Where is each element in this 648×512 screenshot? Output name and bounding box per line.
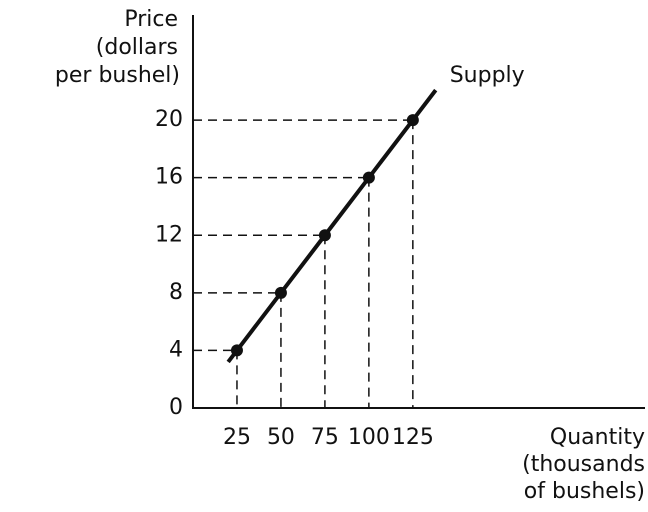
x-axis-label: of bushels) [524, 479, 645, 504]
x-tick-label: 75 [311, 425, 339, 450]
x-tick-label: 50 [267, 425, 295, 450]
series-label: Supply [450, 63, 525, 88]
y-tick-label: 0 [169, 395, 183, 420]
y-tick-label: 8 [169, 280, 183, 305]
supply-extension [411, 88, 438, 122]
point [362, 171, 375, 184]
x-tick-label: 100 [348, 425, 390, 450]
y-tick-label: 4 [169, 337, 183, 362]
y-tick-label: 12 [155, 222, 183, 247]
x-tick-label: 125 [392, 425, 434, 450]
y-axis-label: Price [124, 7, 178, 32]
x-tick-label: 25 [223, 425, 251, 450]
y-axis-label: (dollars [96, 35, 178, 60]
point [274, 286, 287, 299]
point [406, 114, 419, 127]
y-tick-label: 16 [155, 165, 183, 190]
x-axis-label: (thousands [522, 452, 645, 477]
point [318, 229, 331, 242]
y-axis-label: per bushel) [55, 63, 180, 88]
point [230, 344, 243, 357]
y-tick-label: 20 [155, 107, 183, 132]
x-axis-label: Quantity [550, 425, 645, 450]
